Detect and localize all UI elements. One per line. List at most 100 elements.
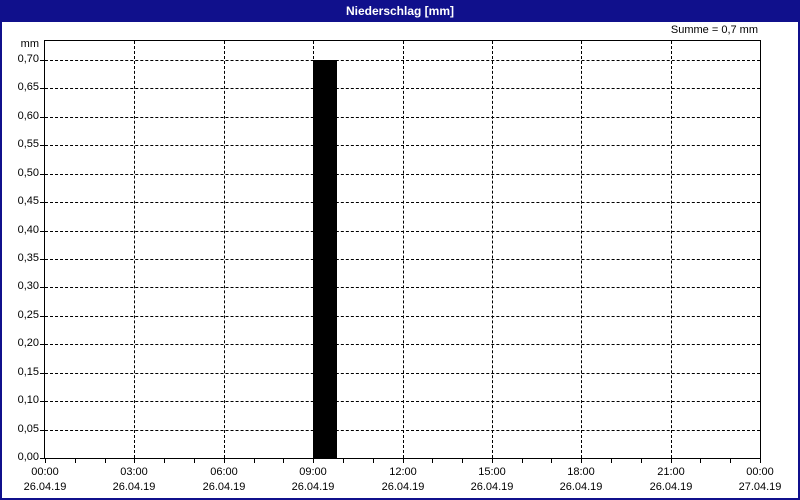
- y-axis-tick: [40, 287, 44, 288]
- gridline-vertical: [403, 41, 404, 458]
- y-axis-label: 0,10: [17, 394, 39, 406]
- gridline-vertical: [581, 41, 582, 458]
- x-axis-tick: [224, 459, 225, 463]
- x-axis-tick: [581, 459, 582, 463]
- y-axis-tick: [40, 401, 44, 402]
- x-axis-tick: [313, 459, 314, 463]
- y-axis-tick: [40, 373, 44, 374]
- y-axis-tick: [40, 88, 44, 89]
- y-axis-tick: [40, 259, 44, 260]
- x-axis-tick: [373, 459, 374, 463]
- y-axis-label: 0,55: [17, 138, 39, 150]
- x-axis-tick: [105, 459, 106, 463]
- y-axis-tick: [40, 316, 44, 317]
- x-axis-time-label: 06:00: [210, 466, 238, 478]
- gridline-vertical: [492, 41, 493, 458]
- y-axis-label: 0,05: [17, 423, 39, 435]
- y-axis-tick: [40, 344, 44, 345]
- x-axis-tick: [462, 459, 463, 463]
- y-axis-tick: [40, 60, 44, 61]
- gridline-horizontal: [45, 373, 760, 374]
- x-axis-time-label: 18:00: [567, 466, 595, 478]
- y-axis-label: 0,65: [17, 81, 39, 93]
- gridline-horizontal: [45, 145, 760, 146]
- x-axis-date-label: 26.04.19: [23, 481, 67, 493]
- x-axis-time-label: 00:00: [31, 466, 59, 478]
- x-axis-tick: [760, 459, 761, 463]
- x-axis-tick: [194, 459, 195, 463]
- y-axis-tick: [40, 430, 44, 431]
- gridline-horizontal: [45, 344, 760, 345]
- y-axis-label: 0,70: [17, 53, 39, 65]
- x-axis-tick: [611, 459, 612, 463]
- title-bar: Niederschlag [mm]: [0, 0, 800, 22]
- gridline-horizontal: [45, 259, 760, 260]
- gridline-horizontal: [45, 117, 760, 118]
- x-axis-time-label: 15:00: [478, 466, 506, 478]
- gridline-vertical: [134, 41, 135, 458]
- x-axis-tick: [164, 459, 165, 463]
- x-axis-time-label: 21:00: [657, 466, 685, 478]
- y-axis-label: 0,60: [17, 110, 39, 122]
- y-axis-tick: [40, 231, 44, 232]
- x-axis-tick: [134, 459, 135, 463]
- x-axis-tick: [522, 459, 523, 463]
- y-axis-label: 0,25: [17, 309, 39, 321]
- x-axis-tick: [75, 459, 76, 463]
- precipitation-bar: [313, 60, 337, 458]
- gridline-horizontal: [45, 231, 760, 232]
- y-axis-label: 0,30: [17, 280, 39, 292]
- x-axis-tick: [343, 459, 344, 463]
- x-axis-tick: [492, 459, 493, 463]
- gridline-horizontal: [45, 202, 760, 203]
- y-axis-tick: [40, 117, 44, 118]
- gridline-horizontal: [45, 287, 760, 288]
- x-axis-date-label: 26.04.19: [649, 481, 693, 493]
- y-axis-tick: [40, 458, 44, 459]
- y-axis-tick: [40, 202, 44, 203]
- x-axis-date-label: 26.04.19: [112, 481, 156, 493]
- x-axis-date-label: 26.04.19: [559, 481, 603, 493]
- x-axis-tick: [45, 459, 46, 463]
- x-axis-date-label: 26.04.19: [202, 481, 246, 493]
- y-axis-label: 0,40: [17, 224, 39, 236]
- y-axis-label: 0,15: [17, 366, 39, 378]
- x-axis-tick: [700, 459, 701, 463]
- y-axis-label: 0,35: [17, 252, 39, 264]
- x-axis-tick: [671, 459, 672, 463]
- x-axis-time-label: 09:00: [299, 466, 327, 478]
- y-axis-label: 0,45: [17, 195, 39, 207]
- gridline-vertical: [224, 41, 225, 458]
- gridline-horizontal: [45, 430, 760, 431]
- gridline-horizontal: [45, 316, 760, 317]
- x-axis-tick: [432, 459, 433, 463]
- sum-label: Summe = 0,7 mm: [670, 24, 758, 36]
- plot-area: [44, 40, 761, 459]
- x-axis-time-label: 12:00: [389, 466, 417, 478]
- x-axis-tick: [641, 459, 642, 463]
- gridline-horizontal: [45, 401, 760, 402]
- x-axis-tick: [283, 459, 284, 463]
- y-axis-unit-label: mm: [20, 38, 39, 50]
- gridline-horizontal: [45, 88, 760, 89]
- x-axis-tick: [730, 459, 731, 463]
- y-axis-label: 0,50: [17, 167, 39, 179]
- x-axis-time-label: 00:00: [746, 466, 774, 478]
- chart-title: Niederschlag [mm]: [345, 4, 455, 18]
- x-axis-tick: [254, 459, 255, 463]
- y-axis-tick: [40, 174, 44, 175]
- x-axis-time-label: 03:00: [120, 466, 148, 478]
- x-axis-date-label: 26.04.19: [470, 481, 514, 493]
- gridline-vertical: [671, 41, 672, 458]
- y-axis-tick: [40, 145, 44, 146]
- x-axis-date-label: 27.04.19: [738, 481, 782, 493]
- y-axis-label: 0,20: [17, 337, 39, 349]
- x-axis-date-label: 26.04.19: [291, 481, 335, 493]
- x-axis-tick: [551, 459, 552, 463]
- x-axis-tick: [403, 459, 404, 463]
- x-axis-date-label: 26.04.19: [381, 481, 425, 493]
- gridline-horizontal: [45, 174, 760, 175]
- y-axis-label: 0,00: [17, 451, 39, 463]
- gridline-horizontal: [45, 60, 760, 61]
